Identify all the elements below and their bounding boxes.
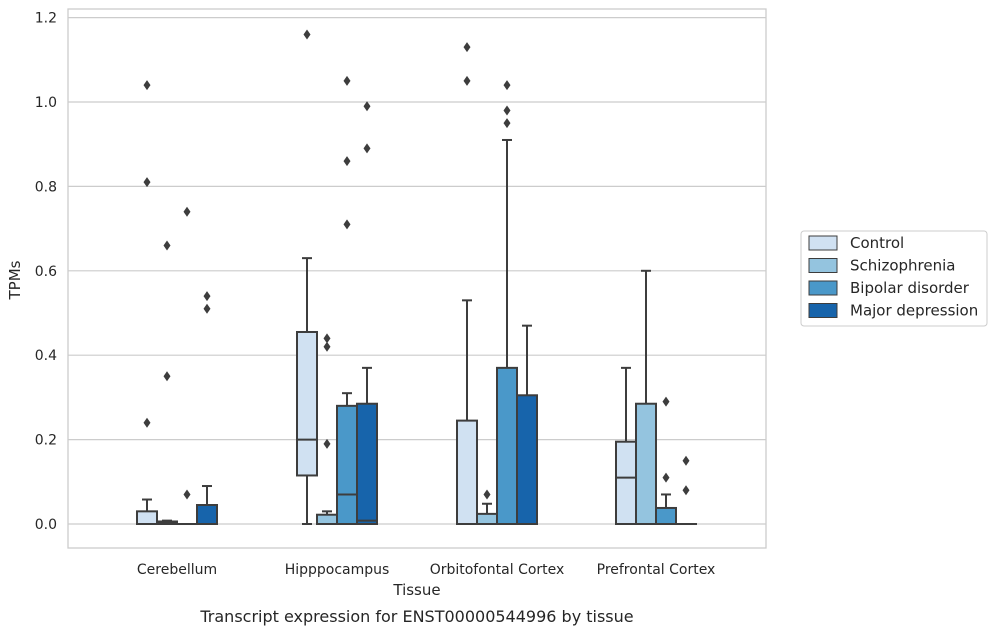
y-tick-label: 0.8: [35, 179, 57, 195]
box-2-1: [476, 489, 498, 526]
box-iqr: [316, 513, 338, 526]
y-tick-label: 0.6: [35, 264, 57, 280]
legend-swatch: [808, 280, 838, 296]
outlier-point: [343, 75, 351, 86]
box-iqr: [296, 330, 318, 477]
y-tick-label: 1.0: [35, 95, 57, 111]
plot-area: [136, 29, 697, 526]
outlier-point: [343, 156, 351, 167]
chart-caption: Transcript expression for ENST0000054499…: [199, 607, 633, 626]
box-2-3: [516, 324, 538, 526]
box-1-1: [316, 333, 338, 526]
x-tick-label: Orbitofontal Cortex: [430, 562, 565, 578]
box-iqr: [615, 440, 637, 525]
box-iqr: [336, 404, 358, 525]
outlier-point: [662, 396, 670, 407]
outlier-point: [203, 303, 211, 314]
outlier-point: [343, 219, 351, 230]
outlier-point: [503, 80, 511, 91]
box-2-2: [496, 80, 518, 525]
box-0-3: [196, 291, 218, 526]
outlier-point: [363, 143, 371, 154]
box-iqr: [635, 402, 657, 526]
outlier-point: [143, 177, 151, 188]
box-iqr: [136, 510, 158, 525]
y-tick-label: 0.4: [35, 348, 57, 364]
y-tick-label: 1.2: [35, 11, 57, 27]
box-iqr: [516, 394, 538, 526]
outlier-point: [203, 291, 211, 302]
box-0-1: [156, 240, 178, 526]
outlier-point: [463, 42, 471, 53]
x-axis-title: Tissue: [392, 581, 440, 599]
box-3-2: [655, 396, 677, 525]
outlier-point: [143, 417, 151, 428]
box-iqr: [196, 504, 218, 526]
outlier-point: [303, 29, 311, 40]
box-3-1: [635, 269, 657, 526]
legend-label: Control: [850, 234, 904, 252]
y-axis-ticks: 0.0 0.2 0.4 0.6 0.8 1.0 1.2: [35, 11, 57, 533]
legend-label: Major depression: [850, 302, 978, 320]
outlier-point: [503, 105, 511, 116]
box-iqr: [456, 419, 478, 525]
outlier-point: [323, 333, 331, 344]
box-2-0: [456, 42, 478, 525]
y-tick-label: 0.2: [35, 433, 57, 449]
x-tick-label: Prefrontal Cortex: [597, 562, 716, 578]
legend: Control Schizophrenia Bipolar disorder Majo…: [800, 230, 988, 327]
box-1-3: [356, 101, 378, 526]
legend-label: Schizophrenia: [850, 257, 955, 275]
outlier-point: [183, 489, 191, 500]
box-0-0: [136, 80, 158, 525]
box-3-3: [675, 455, 697, 526]
outlier-point: [163, 240, 171, 251]
x-axis-ticks: Cerebellum Hipppocampus Orbitofontal Corte…: [137, 562, 715, 578]
outlier-point: [682, 455, 690, 466]
box-iqr: [356, 402, 378, 526]
x-tick-label: Hipppocampus: [285, 562, 390, 578]
legend-label: Bipolar disorder: [850, 279, 970, 297]
box-iqr: [496, 366, 518, 525]
gridlines: [68, 17, 766, 525]
legend-swatch: [808, 303, 838, 318]
y-tick-label: 0.0: [35, 517, 57, 533]
x-tick-label: Cerebellum: [137, 562, 217, 578]
outlier-point: [662, 472, 670, 483]
box-3-0: [615, 366, 637, 525]
box-iqr: [476, 512, 498, 526]
legend-frame: [800, 230, 988, 327]
outlier-point: [682, 485, 690, 496]
outlier-point: [323, 341, 331, 352]
box-1-2: [336, 75, 358, 525]
outlier-point: [163, 371, 171, 382]
outlier-point: [183, 206, 191, 217]
box-1-0: [296, 29, 318, 525]
outlier-point: [463, 75, 471, 86]
plot-frame: [67, 8, 767, 549]
outlier-point: [323, 438, 331, 449]
y-axis-title: TPMs: [6, 260, 24, 300]
outlier-point: [363, 101, 371, 112]
box-iqr: [655, 506, 677, 525]
legend-swatch: [808, 258, 838, 273]
box-0-2: [176, 206, 198, 526]
outlier-point: [143, 80, 151, 91]
outlier-point: [503, 118, 511, 129]
legend-swatch: [808, 235, 838, 251]
outlier-point: [483, 489, 491, 500]
